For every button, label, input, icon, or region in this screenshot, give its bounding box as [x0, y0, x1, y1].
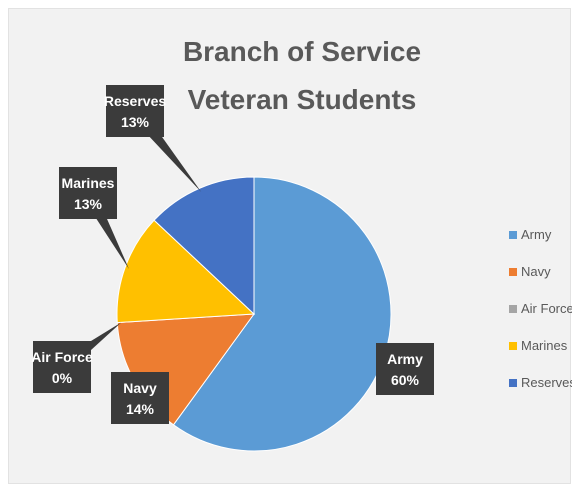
pie-chart: Branch of Service Veteran Students Army 6…	[31, 36, 572, 452]
data-label-box	[376, 343, 434, 395]
legend-label: Reserves	[521, 375, 572, 390]
legend-item-navy: Navy	[509, 264, 551, 279]
data-label-army: Army 60%	[376, 343, 434, 395]
data-label-box	[33, 341, 91, 393]
data-label-value: 14%	[126, 401, 155, 417]
legend-label: Army	[521, 227, 552, 242]
data-label-value: 13%	[74, 196, 103, 212]
legend-swatch	[509, 305, 517, 313]
legend-swatch	[509, 379, 517, 387]
pie-slice-reserves	[153, 176, 255, 316]
chart-title-line-2: Veteran Students	[188, 84, 417, 115]
legend-swatch	[509, 268, 517, 276]
data-label-box	[59, 167, 117, 219]
data-label-reserves: Reserves 13%	[104, 85, 202, 193]
data-label-value: 0%	[52, 370, 73, 386]
pie-slices	[116, 176, 392, 452]
data-label-name: Navy	[123, 380, 157, 396]
legend-swatch	[509, 231, 517, 239]
data-label-name: Army	[387, 351, 423, 367]
chart-title-line-1: Branch of Service	[183, 36, 421, 67]
data-label-navy: Navy 14%	[111, 372, 169, 424]
chart-area: Branch of Service Veteran Students Army 6…	[8, 8, 572, 484]
legend-label: Air Force	[521, 301, 572, 316]
data-label-name: Marines	[62, 175, 115, 191]
data-label-box	[106, 85, 164, 137]
data-label-name: Reserves	[104, 93, 166, 109]
data-label-value: 13%	[121, 114, 150, 130]
legend-item-reserves: Reserves	[509, 375, 572, 390]
legend-item-army: Army	[509, 227, 552, 242]
legend-item-air-force: Air Force	[509, 301, 572, 316]
data-label-air-force: Air Force 0%	[31, 322, 122, 393]
data-label-box	[111, 372, 169, 424]
data-label-value: 60%	[391, 372, 420, 388]
pie-slice-marines	[116, 219, 256, 324]
legend: Army Navy Air Force Marines Reserves	[509, 227, 572, 390]
data-label-marines: Marines 13%	[59, 167, 129, 269]
legend-swatch	[509, 342, 517, 350]
legend-item-marines: Marines	[509, 338, 568, 353]
legend-label: Navy	[521, 264, 551, 279]
legend-label: Marines	[521, 338, 568, 353]
data-label-name: Air Force	[31, 349, 93, 365]
